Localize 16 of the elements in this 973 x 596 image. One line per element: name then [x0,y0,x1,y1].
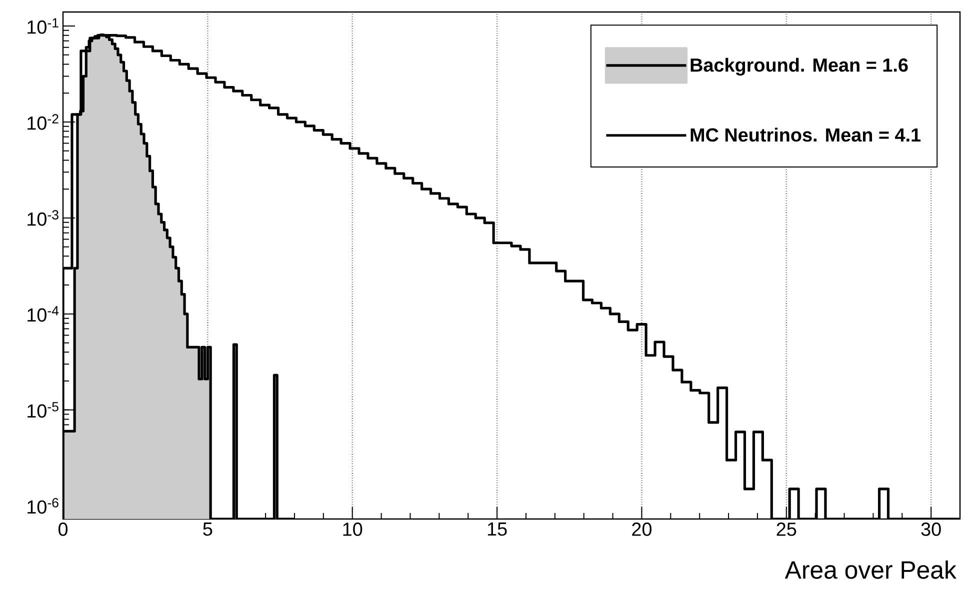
legend-label: MC Neutrinos. Mean = 4.1 [690,128,921,142]
legend-label: Background. Mean = 1.6 [690,58,908,76]
x-tick-label: 20 [632,522,652,536]
y-tick-label: 10$^{-2}$ [28,114,58,130]
y-tick-label: 10$^{-1}$ [28,18,58,34]
x-tick-label: 25 [776,522,796,536]
x-tick-label: 10 [343,522,362,536]
x-tick-label: 30 [921,522,941,536]
x-tick-label: 0 [58,522,68,536]
x-tick-label: 15 [488,522,507,536]
x-axis-title: Area over Peak [784,560,956,579]
y-tick-label: 10$^{-4}$ [28,306,59,322]
y-tick-label: 10$^{-5}$ [28,402,58,418]
x-tick-label: 5 [203,522,212,536]
y-tick-label: 10$^{-6}$ [28,498,58,514]
y-tick-label: 10$^{-3}$ [28,210,58,226]
